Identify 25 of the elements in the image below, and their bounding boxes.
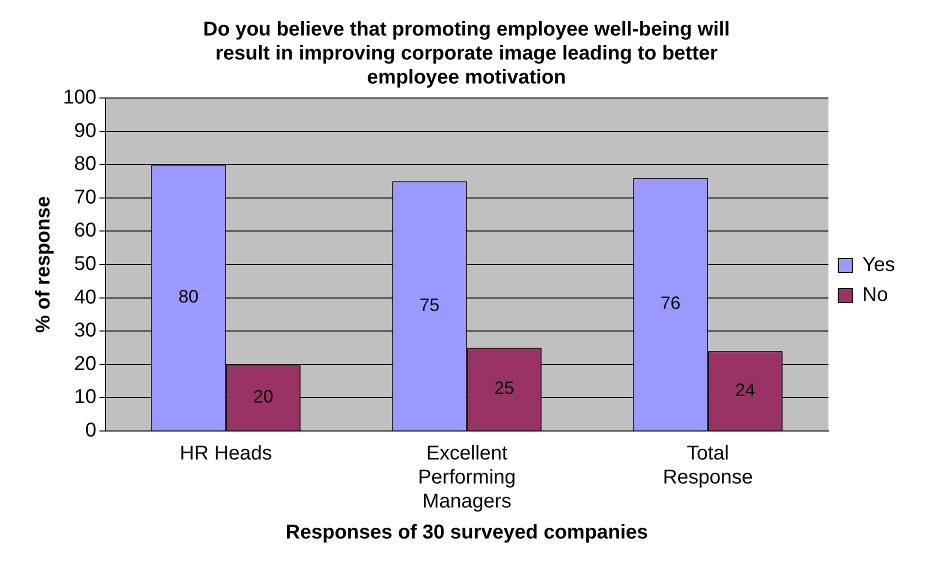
y-tick-label: 0 (85, 420, 96, 442)
legend-label: No (862, 284, 888, 306)
x-tick-label: Total Response (662, 442, 753, 489)
y-tick-label: 10 (74, 386, 96, 408)
y-tick-label: 30 (74, 320, 96, 342)
x-tick-label: Excellent Performing Managers (418, 442, 516, 513)
y-tick-label: 50 (74, 253, 96, 276)
data-label: 76 (660, 293, 681, 314)
x-axis-title: Responses of 30 surveyed companies (286, 522, 648, 544)
data-label: 75 (420, 294, 440, 315)
y-axis-title: % of response (32, 196, 55, 333)
y-tick-label: 80 (74, 153, 96, 176)
y-tick-label: 40 (74, 286, 96, 308)
y-tick-label: 70 (74, 186, 96, 208)
x-tick-label: HR Heads (180, 442, 272, 465)
chart-title: Do you believe that promoting employee well-being will result in improving corporate image leading to better employee motivation (203, 18, 730, 89)
data-label: 24 (735, 380, 756, 400)
legend-label: Yes (862, 254, 896, 276)
data-label: 20 (253, 386, 274, 406)
y-tick-label: 20 (74, 352, 96, 375)
y-tick-label: 60 (74, 220, 96, 242)
y-tick-label: 100 (62, 86, 96, 109)
data-label: 80 (178, 286, 199, 307)
y-tick-label: 90 (74, 120, 96, 142)
data-label: 25 (494, 378, 514, 398)
